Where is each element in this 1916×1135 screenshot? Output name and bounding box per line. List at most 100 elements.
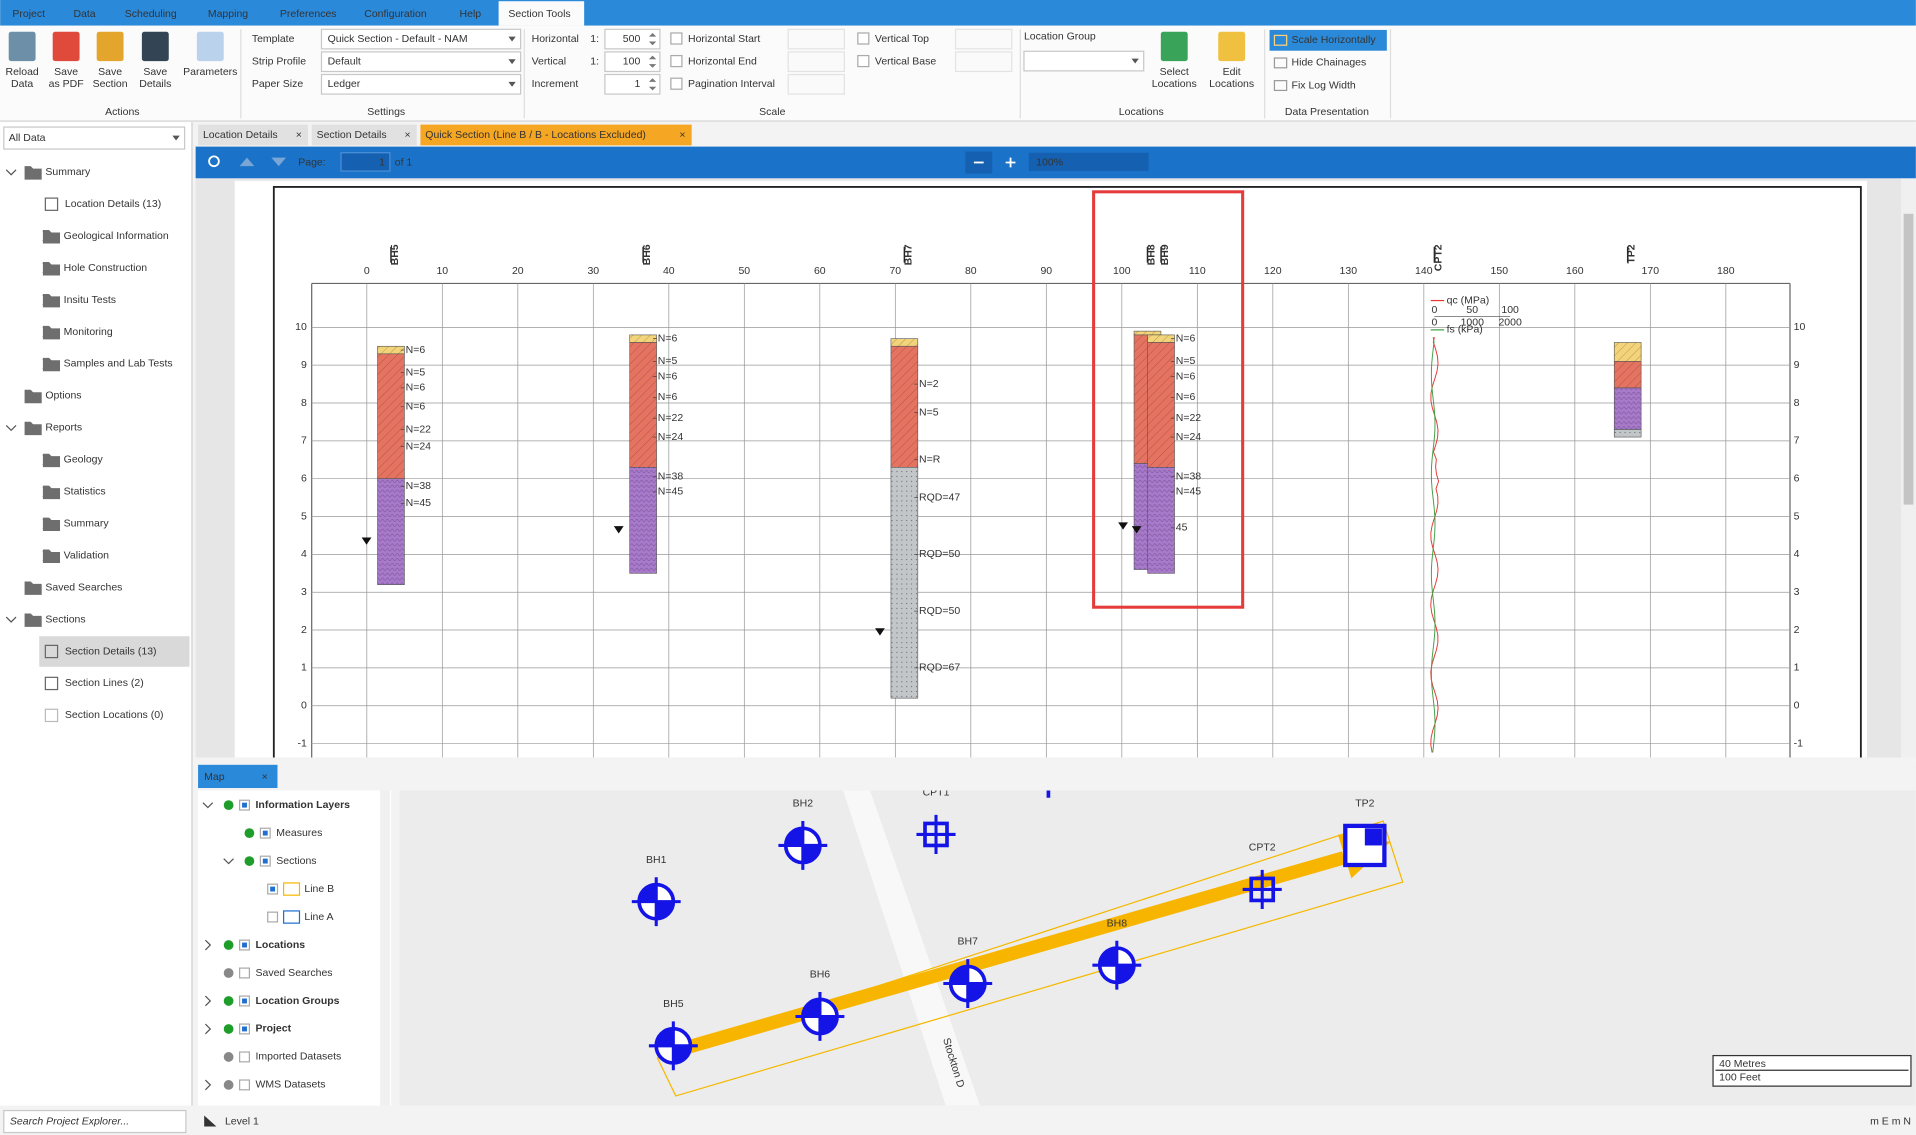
search-button[interactable] <box>208 155 220 168</box>
tab-label[interactable]: Section Details <box>317 129 387 141</box>
tree-item[interactable]: Summary <box>45 166 91 178</box>
tree-toggle[interactable] <box>5 424 17 432</box>
button-label[interactable]: Save <box>143 66 167 78</box>
layer-label[interactable]: Location Groups <box>255 995 339 1007</box>
layer-label[interactable]: Measures <box>276 827 322 839</box>
spinner[interactable] <box>604 28 661 50</box>
tree-item[interactable]: Statistics <box>64 486 106 498</box>
layer-check[interactable] <box>242 942 247 948</box>
search-placeholder[interactable]: Search Project Explorer... <box>10 1115 129 1127</box>
toggle-active[interactable] <box>1269 29 1387 51</box>
dropdown[interactable] <box>320 28 522 50</box>
tree-item[interactable]: Sections <box>45 613 85 625</box>
menu-tab[interactable]: Section Tools <box>508 8 570 20</box>
map-tab-label[interactable]: Map <box>204 771 225 783</box>
button-icon[interactable] <box>8 31 36 62</box>
dropdown-value[interactable]: Quick Section - Default - NAM <box>328 33 468 45</box>
button-label[interactable]: Details <box>139 78 171 90</box>
tab-close[interactable]: × <box>296 129 302 141</box>
filter-value[interactable]: All Data <box>9 132 46 144</box>
layer-label[interactable]: Imported Datasets <box>255 1051 341 1063</box>
layer-toggle[interactable] <box>204 939 212 951</box>
menu-tab[interactable]: Preferences <box>280 8 337 20</box>
button-label[interactable]: Locations <box>1209 78 1254 90</box>
layer-check[interactable] <box>242 802 247 808</box>
layer-toggle[interactable] <box>204 995 212 1007</box>
checkbox-label[interactable]: Horizontal Start <box>688 33 760 45</box>
document-tab[interactable] <box>420 124 692 146</box>
menu-tab-active[interactable] <box>498 1 585 26</box>
dropdown-arrow[interactable] <box>172 135 180 141</box>
button-icon[interactable] <box>1218 31 1246 62</box>
button-label[interactable]: Select <box>1160 66 1189 78</box>
button-label[interactable]: Reload <box>6 66 39 78</box>
button-label[interactable]: Data <box>11 78 33 90</box>
button-icon[interactable] <box>52 31 80 62</box>
checkbox-label[interactable]: Horizontal End <box>688 55 757 67</box>
next-page[interactable] <box>271 157 287 167</box>
button-icon[interactable] <box>1160 31 1188 62</box>
zoom-select[interactable] <box>1028 152 1149 172</box>
tab-label[interactable]: Location Details <box>203 129 278 141</box>
layer-label[interactable]: WMS Datasets <box>255 1079 325 1091</box>
tree-item[interactable]: Monitoring <box>64 326 113 338</box>
spinner-value[interactable]: 1 <box>635 78 641 90</box>
map-tab[interactable] <box>198 764 278 789</box>
button-icon[interactable] <box>196 31 224 62</box>
layer-checkbox[interactable] <box>239 1079 250 1091</box>
dropdown-arrow[interactable] <box>508 59 516 65</box>
button-label[interactable]: Save <box>54 66 78 78</box>
button-label[interactable]: Locations <box>1152 78 1197 90</box>
prev-page[interactable] <box>239 157 255 167</box>
menu-tab[interactable]: Scheduling <box>125 8 177 20</box>
dropdown-value[interactable]: Default <box>328 55 361 67</box>
layer-check[interactable] <box>262 858 268 864</box>
layer-label[interactable]: Saved Searches <box>255 967 332 979</box>
checkbox-label[interactable]: Vertical Base <box>875 55 936 67</box>
layer-label[interactable]: Line B <box>304 883 334 895</box>
spinner[interactable] <box>604 73 661 95</box>
button-label[interactable]: Save <box>98 66 122 78</box>
checkbox-label[interactable]: Vertical Top <box>875 33 929 45</box>
tree-item[interactable]: Insitu Tests <box>64 294 116 306</box>
tree-item[interactable]: Validation <box>64 549 109 561</box>
scroll-thumb[interactable] <box>1903 213 1914 505</box>
layer-label[interactable]: Project <box>255 1023 291 1035</box>
dropdown-arrow[interactable] <box>1131 58 1139 64</box>
page-input[interactable] <box>340 152 391 172</box>
tree-item[interactable]: Section Details (13) <box>65 645 157 657</box>
layer-toggle[interactable] <box>202 802 214 809</box>
page-value[interactable]: 1 <box>379 156 385 168</box>
spinner-arrows[interactable] <box>648 32 657 46</box>
spinner-arrows[interactable] <box>648 78 657 91</box>
checkbox[interactable] <box>670 54 683 68</box>
tree-item[interactable]: Saved Searches <box>45 581 122 593</box>
tree-item[interactable]: Section Lines (2) <box>65 677 144 689</box>
button-label[interactable]: Parameters <box>183 66 237 78</box>
tab-label[interactable]: Quick Section (Line B / B - Locations Ex… <box>425 129 646 141</box>
tree-item[interactable]: Location Details (13) <box>65 198 161 210</box>
layer-checkbox[interactable] <box>239 967 250 979</box>
menu-tab[interactable]: Configuration <box>364 8 427 20</box>
checkbox[interactable] <box>857 32 870 45</box>
tree-item[interactable]: Geology <box>64 454 104 466</box>
tree-toggle[interactable] <box>5 616 17 623</box>
spinner-value[interactable]: 100 <box>623 55 641 67</box>
tree-item[interactable]: Hole Construction <box>64 262 148 274</box>
tree-item[interactable]: Summary <box>64 517 110 529</box>
toggle-label[interactable]: Scale Horizontally <box>1292 34 1377 46</box>
dropdown[interactable] <box>320 51 522 73</box>
zoom-value[interactable]: 100% <box>1036 156 1063 168</box>
layer-checkbox[interactable] <box>239 1051 250 1063</box>
dropdown[interactable] <box>320 73 522 95</box>
dropdown[interactable] <box>1023 50 1145 72</box>
tree-item[interactable]: Options <box>45 390 81 402</box>
menu-tab[interactable]: Data <box>73 8 95 20</box>
tree-item[interactable]: Samples and Lab Tests <box>64 358 173 370</box>
dropdown-value[interactable]: Ledger <box>328 78 361 90</box>
layer-check[interactable] <box>262 830 268 836</box>
menu-tab[interactable]: Help <box>460 8 482 20</box>
layer-label[interactable]: Line A <box>304 911 333 923</box>
checkbox[interactable] <box>670 32 683 45</box>
tree-item[interactable]: Section Locations (0) <box>65 709 164 721</box>
